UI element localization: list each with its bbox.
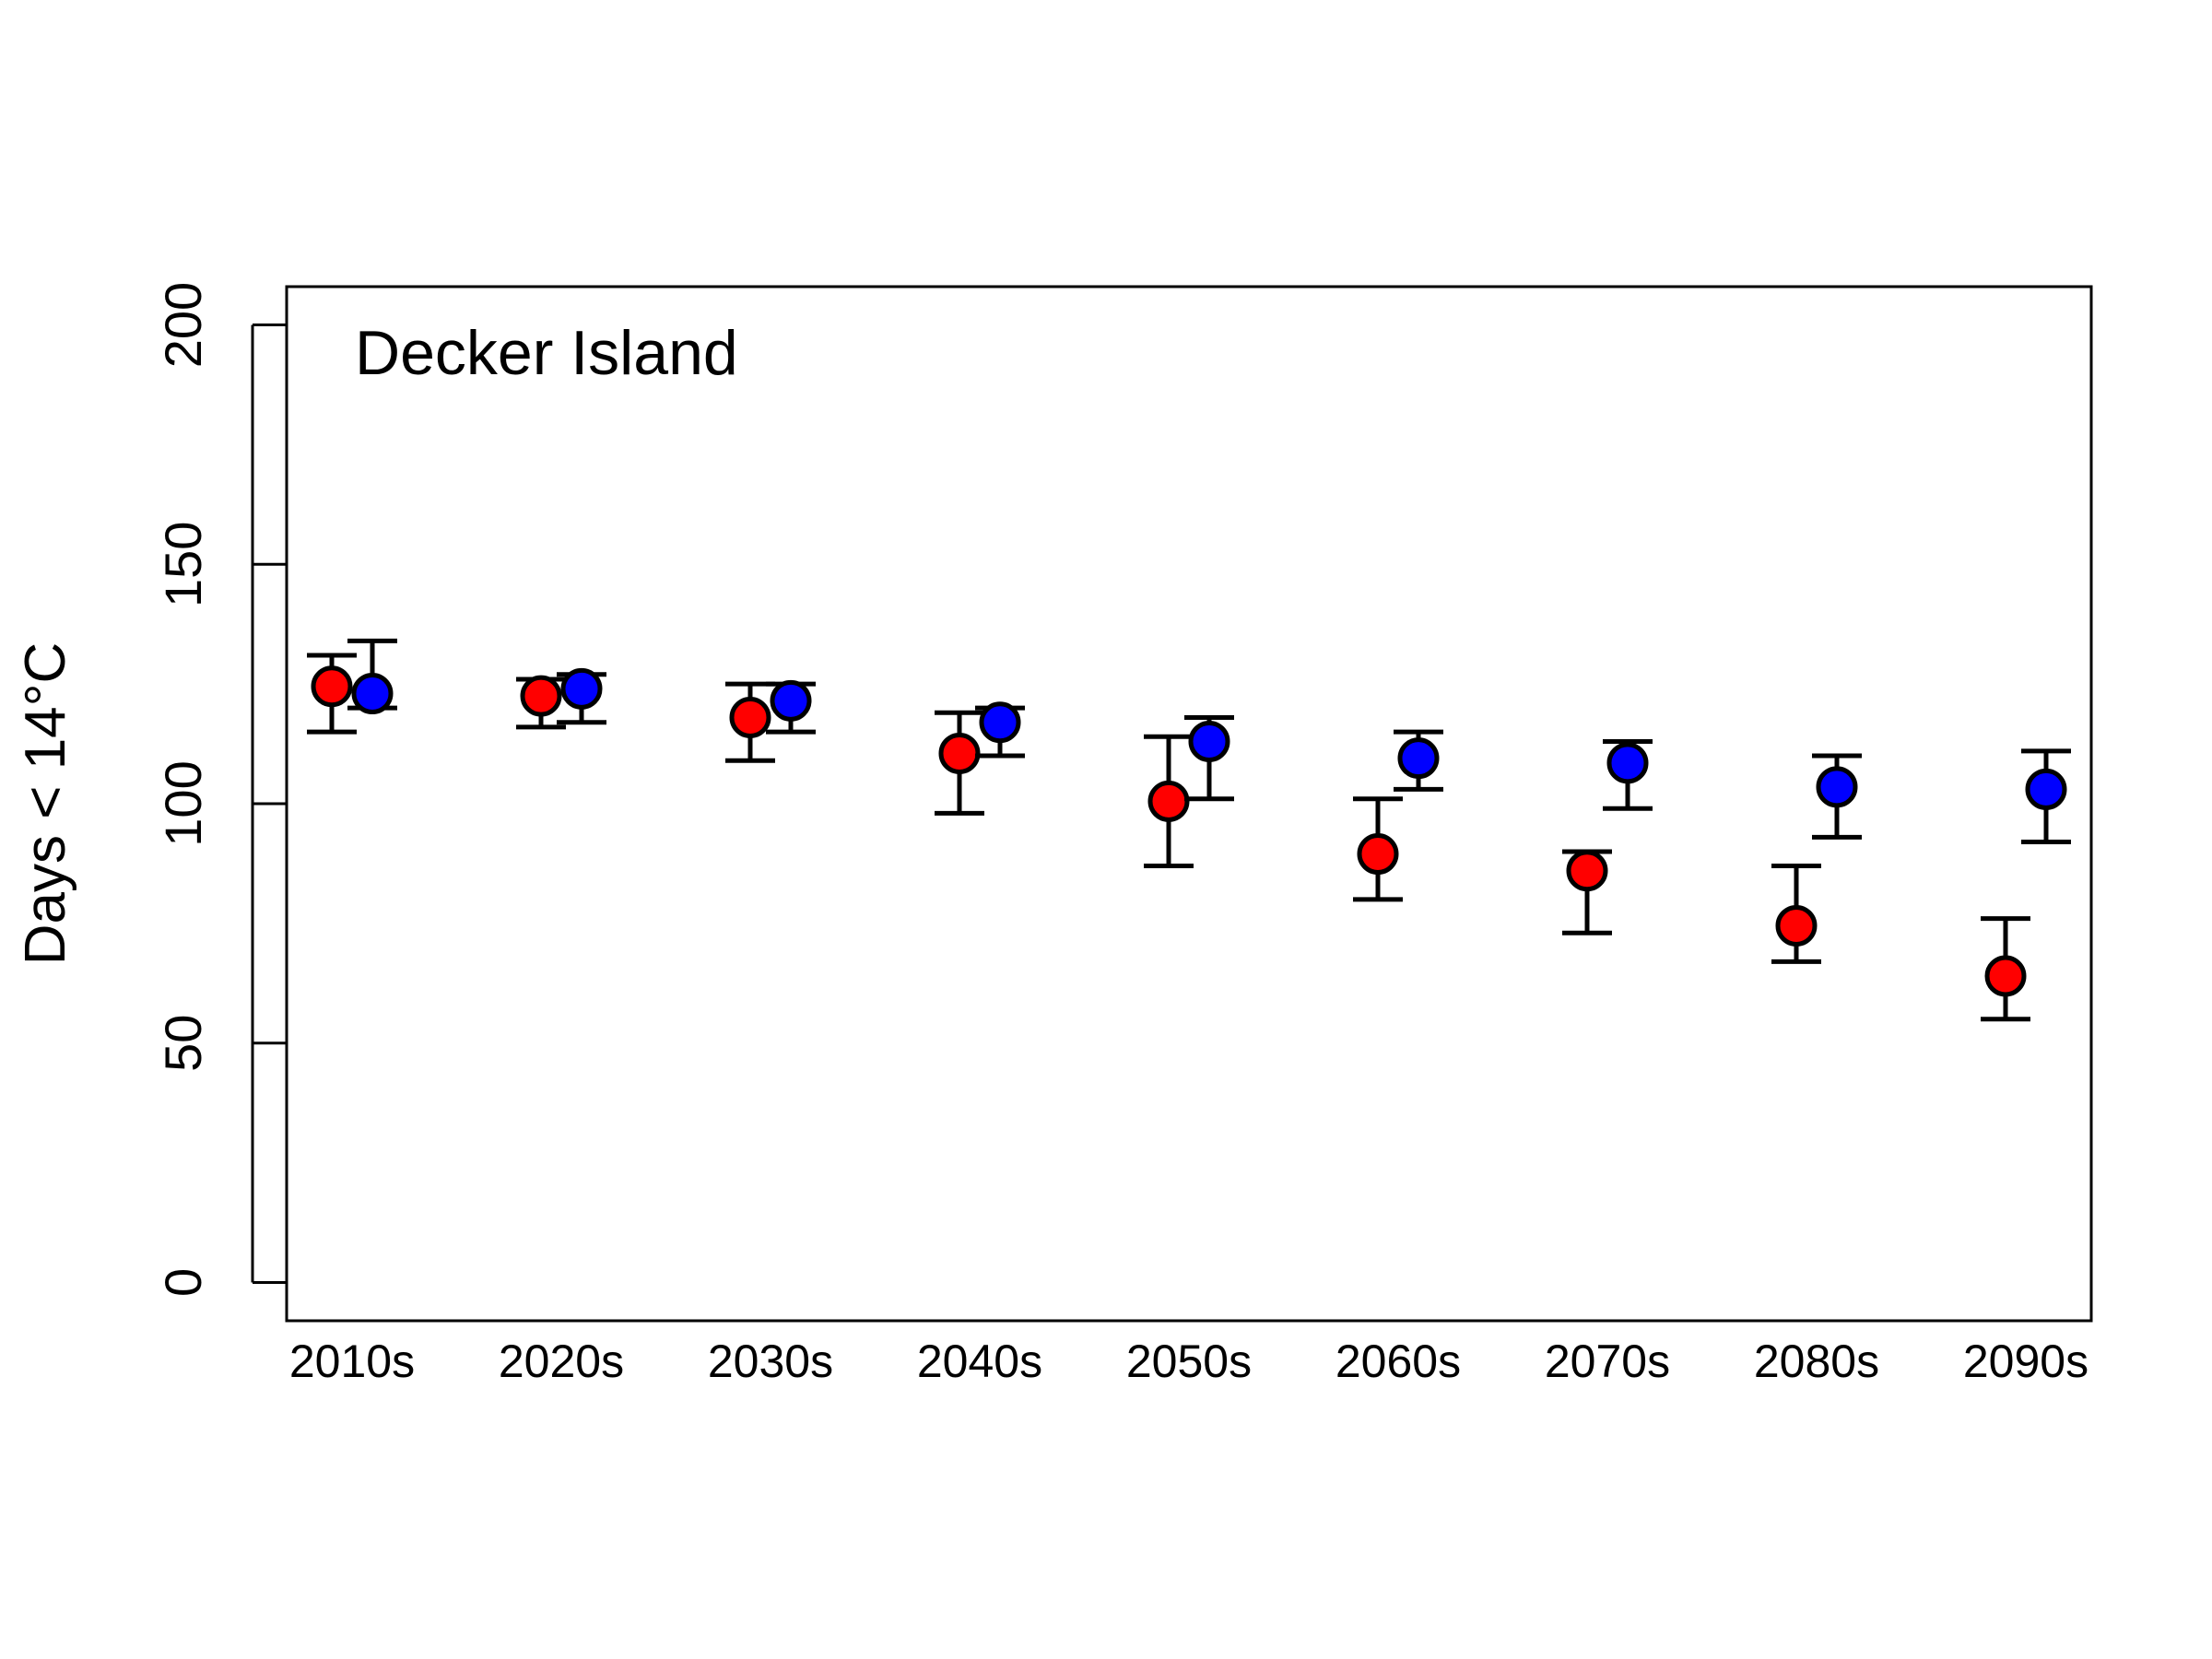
y-tick-label: 0 bbox=[154, 1268, 212, 1297]
data-point bbox=[2025, 768, 2067, 810]
x-tick-label: 2040s bbox=[917, 1335, 1042, 1387]
data-point bbox=[1984, 955, 2027, 997]
data-point bbox=[1357, 833, 1399, 876]
x-tick-label: 2080s bbox=[1754, 1335, 1879, 1387]
x-tick-label: 2050s bbox=[1126, 1335, 1252, 1387]
data-point bbox=[979, 701, 1021, 744]
y-tick-label: 100 bbox=[154, 760, 212, 846]
series-1 bbox=[307, 653, 2030, 1022]
x-tick-label: 2060s bbox=[1335, 1335, 1461, 1387]
y-axis: 0 50 100 150 200 bbox=[154, 282, 287, 1297]
x-tick-label: 2090s bbox=[1963, 1335, 2088, 1387]
data-point bbox=[1606, 742, 1649, 784]
x-axis: 2010s 2020s 2030s 2040s 2050s 2060s 2070s 2080s… bbox=[289, 1335, 2088, 1387]
x-tick-label: 2030s bbox=[708, 1335, 833, 1387]
data-point bbox=[311, 665, 353, 708]
y-tick-label: 150 bbox=[154, 522, 212, 607]
data-point bbox=[1397, 737, 1440, 780]
series-layer bbox=[307, 638, 2071, 1022]
x-tick-label: 2010s bbox=[289, 1335, 415, 1387]
data-point bbox=[1188, 720, 1230, 762]
data-point bbox=[1147, 780, 1190, 822]
data-point bbox=[938, 732, 981, 774]
data-point bbox=[770, 679, 812, 722]
x-tick-label: 2070s bbox=[1545, 1335, 1670, 1387]
data-point bbox=[729, 697, 771, 738]
chart-title: Decker Island bbox=[355, 318, 738, 388]
data-point bbox=[520, 675, 562, 717]
data-point bbox=[351, 673, 394, 715]
data-point bbox=[1816, 766, 1858, 808]
data-point bbox=[1775, 904, 1818, 947]
data-point bbox=[560, 667, 603, 710]
series-2 bbox=[347, 638, 2071, 845]
data-point bbox=[1566, 850, 1608, 892]
y-tick-label: 200 bbox=[154, 282, 212, 368]
y-tick-label: 50 bbox=[154, 1015, 212, 1072]
x-tick-label: 2020s bbox=[499, 1335, 624, 1387]
y-axis-label: Days < 14°C bbox=[14, 642, 77, 965]
